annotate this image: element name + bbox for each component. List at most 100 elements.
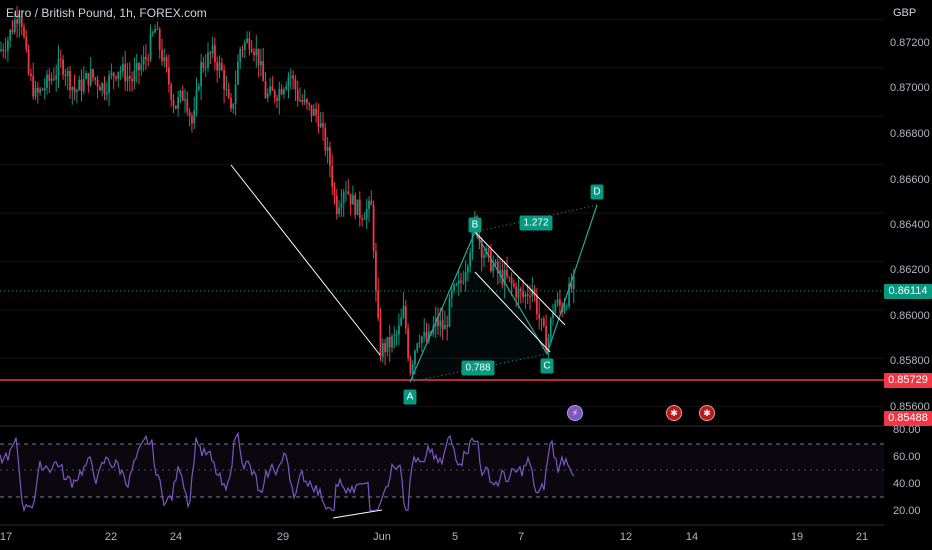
pattern-point-c[interactable]: C (540, 358, 554, 374)
candle-body (531, 288, 534, 297)
candle-body (39, 88, 41, 93)
candle-body (112, 72, 115, 77)
candle-body (400, 317, 403, 326)
candle-body (423, 331, 426, 337)
candle-body (92, 69, 94, 78)
candle-body (227, 88, 230, 99)
candle-body (384, 343, 386, 353)
candle-body (510, 277, 513, 284)
candle-body (285, 86, 288, 90)
candle-body (386, 336, 389, 353)
candle-body (151, 32, 154, 35)
candle-body (358, 199, 361, 218)
candle-body (11, 29, 14, 33)
candle-body (276, 98, 278, 101)
candle-body (64, 74, 67, 77)
candle-body (140, 64, 143, 71)
candle-body (207, 52, 209, 68)
ratio-label-bd[interactable]: 1.272 (519, 215, 553, 231)
candle-body (414, 350, 416, 365)
pattern-point-b[interactable]: B (468, 217, 482, 233)
candle-body (427, 331, 430, 341)
rsi-tick: 20.00 (893, 505, 921, 517)
candle-body (289, 75, 292, 77)
candle-body (239, 48, 242, 63)
candle-body (20, 16, 23, 28)
candle-body (43, 87, 46, 91)
candle-body (191, 115, 193, 124)
candle-body (197, 86, 200, 90)
bolt-event-icon[interactable]: ⚡ (567, 405, 583, 421)
candle-body (483, 255, 485, 258)
candle-body (439, 320, 442, 327)
candle-body (552, 312, 554, 319)
candle-body (515, 286, 518, 298)
candle-body (62, 59, 64, 75)
candle-body (572, 275, 575, 289)
candle-body (126, 76, 129, 82)
candle-body (80, 79, 83, 92)
candle-body (296, 89, 299, 101)
candle-body (135, 63, 138, 71)
candle-body (421, 336, 423, 344)
candle-body (453, 284, 455, 291)
candle-body (122, 64, 124, 72)
candle-body (145, 56, 147, 60)
candle-body (18, 16, 21, 24)
current-price-tag: 0.86114 (884, 284, 932, 299)
candle-body (117, 71, 120, 79)
candle-body (16, 19, 18, 24)
candle-body (542, 318, 545, 326)
candle-body (76, 90, 78, 92)
candle-body (147, 59, 150, 61)
abcd-pattern[interactable] (409, 204, 598, 383)
candle-body (188, 111, 191, 116)
candle-body (526, 294, 529, 297)
ratio-label-ac[interactable]: 0.788 (461, 360, 495, 376)
candle-body (246, 38, 248, 43)
candle-body (519, 288, 522, 292)
candle-body (260, 61, 262, 66)
candle-body (365, 209, 368, 220)
candle-body (492, 264, 495, 272)
time-tick: 17 (0, 531, 13, 543)
candle-body (444, 325, 446, 330)
candle-body (170, 84, 173, 100)
candle-body (565, 306, 568, 308)
candle-body (501, 269, 504, 285)
candle-body (450, 290, 453, 299)
candle-body (294, 78, 297, 90)
candle-body (324, 127, 327, 151)
candle-body (388, 336, 391, 348)
candle-body (250, 48, 253, 52)
candle-body (402, 306, 405, 318)
candle-body (184, 99, 186, 101)
candle-body (25, 36, 28, 50)
price-tick: 0.86000 (890, 310, 930, 322)
candle-body (361, 217, 363, 220)
symbol-title[interactable]: Euro / British Pound, 1h, FOREX.com (6, 6, 207, 20)
candle-body (464, 272, 467, 282)
uk-flag-event-icon[interactable]: ✱ (666, 405, 682, 421)
rsi-line (0, 431, 575, 513)
candle-body (273, 90, 276, 99)
candle-body (214, 45, 216, 63)
pattern-point-d[interactable]: D (590, 184, 604, 200)
channel-lower (474, 271, 551, 353)
candle-body (271, 86, 274, 91)
candle-body (101, 83, 104, 91)
candle-body (241, 48, 244, 50)
candle-body (563, 306, 566, 313)
candle-body (71, 87, 74, 91)
candle-body (262, 61, 265, 82)
candle-body (32, 76, 35, 97)
candle-body (85, 73, 87, 79)
trendline-down[interactable] (230, 164, 381, 356)
candle-body (156, 28, 159, 30)
rsi-divergence-line[interactable] (332, 509, 383, 519)
pattern-point-a[interactable]: A (403, 389, 417, 405)
uk-flag-event-icon[interactable]: ✱ (699, 405, 715, 421)
candle-body (391, 336, 393, 348)
time-tick: Jun (373, 531, 391, 543)
